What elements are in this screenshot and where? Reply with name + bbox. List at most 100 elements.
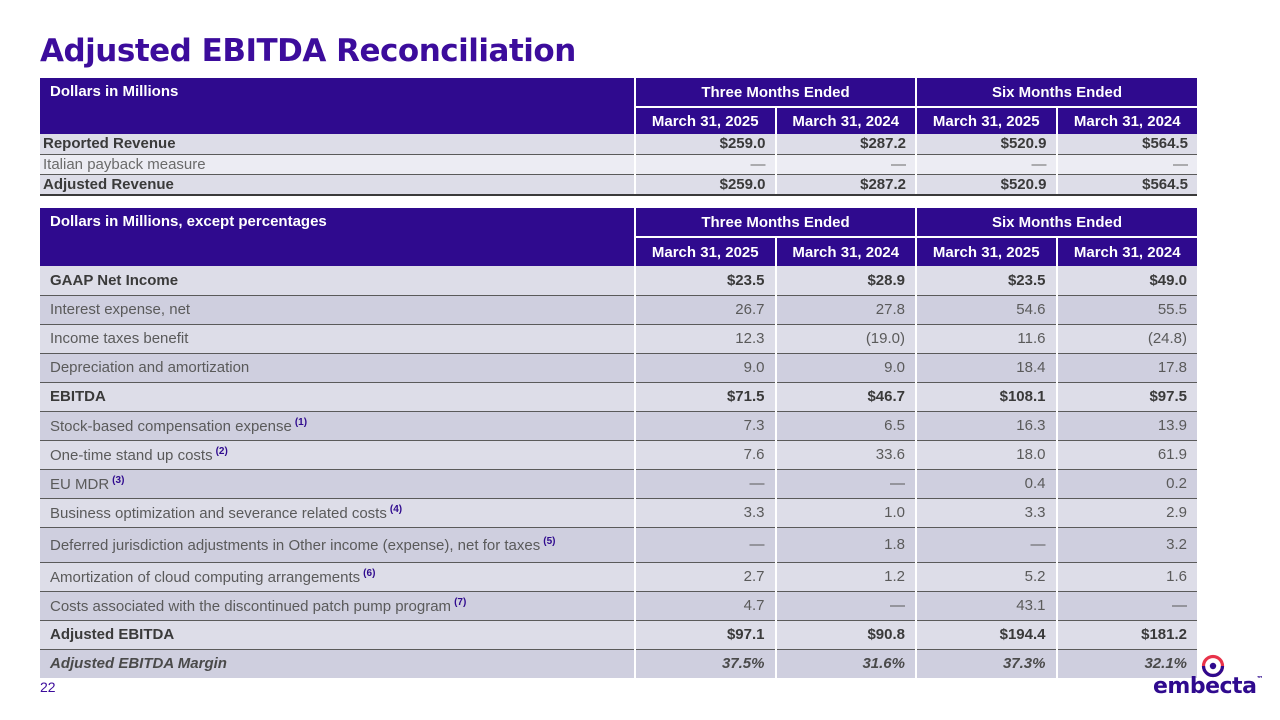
cell-value: 2.7: [634, 562, 776, 592]
header-date: March 31, 2025: [915, 236, 1057, 266]
cell-value: $259.0: [634, 174, 776, 196]
table-row: Depreciation and amortization 9.0 9.0 18.4 1…: [40, 353, 1198, 383]
cell-value: 11.6: [915, 324, 1057, 354]
table-row: Interest expense, net 26.7 27.8 54.6 55.5: [40, 295, 1198, 325]
header-six-months: Six Months Ended: [914, 78, 1198, 107]
cell-value: —: [634, 154, 776, 175]
cell-value: (24.8): [1055, 324, 1198, 354]
cell-value: 7.3: [634, 411, 776, 441]
table-row: Adjusted EBITDA $97.1 $90.8 $194.4 $181.2: [40, 620, 1198, 650]
cell-value: 37.5%: [634, 649, 776, 678]
row-label: Adjusted EBITDA Margin: [50, 655, 227, 673]
cell-value: $564.5: [1055, 134, 1198, 155]
header-three-months: Three Months Ended: [634, 78, 916, 107]
cell-value: $287.2: [774, 134, 916, 155]
table-row: Reported Revenue $259.0 $287.2 $520.9 $5…: [40, 134, 1198, 155]
table-row: Deferred jurisdiction adjustments in Oth…: [40, 527, 1198, 563]
ebitda-table: Dollars in Millions, except percentages …: [40, 208, 1198, 678]
cell-value: —: [774, 591, 916, 621]
cell-value: $97.1: [634, 620, 776, 650]
cell-value: $46.7: [774, 382, 916, 412]
cell-value: 0.4: [915, 469, 1057, 499]
cell-value: $23.5: [634, 266, 776, 296]
row-label: Stock-based compensation expense: [50, 417, 292, 435]
table-row: Income taxes benefit 12.3 (19.0) 11.6 (24.8): [40, 324, 1198, 354]
cell-value: 18.4: [915, 353, 1057, 383]
cell-value: $181.2: [1055, 620, 1198, 650]
row-label-cell: One-time stand up costs (2): [40, 440, 635, 470]
cell-value: 1.6: [1055, 562, 1198, 592]
row-label-cell: Deferred jurisdiction adjustments in Oth…: [40, 527, 635, 563]
cell-value: $520.9: [915, 174, 1057, 196]
row-label: EBITDA: [50, 388, 106, 405]
cell-value: 61.9: [1055, 440, 1198, 470]
table-row: EBITDA $71.5 $46.7 $108.1 $97.5: [40, 382, 1198, 412]
cell-value: —: [774, 469, 916, 499]
row-label: GAAP Net Income: [50, 271, 179, 289]
row-label: Depreciation and amortization: [50, 359, 250, 376]
header-date: March 31, 2024: [1055, 236, 1198, 266]
cell-value: 12.3: [634, 324, 776, 354]
row-label-cell: Costs associated with the discontinued p…: [40, 591, 635, 621]
row-label-cell: Stock-based compensation expense (1): [40, 411, 635, 441]
page-number: 22: [40, 679, 56, 695]
cell-value: 54.6: [915, 295, 1057, 325]
footnote-marker: (7): [454, 596, 467, 608]
row-label-cell: Interest expense, net: [40, 295, 635, 325]
footnote-marker: (6): [363, 567, 376, 579]
cell-value: 1.0: [774, 498, 916, 528]
row-label: EU MDR: [50, 475, 110, 493]
row-label-cell: Depreciation and amortization: [40, 353, 635, 383]
embecta-logo: embecta™: [1150, 654, 1263, 699]
cell-value: 4.7: [634, 591, 776, 621]
cell-value: $49.0: [1055, 266, 1198, 296]
row-label-cell: Adjusted EBITDA: [40, 620, 635, 650]
cell-value: $97.5: [1055, 382, 1198, 412]
cell-value: 18.0: [915, 440, 1057, 470]
cell-value: —: [1055, 154, 1198, 175]
cell-value: 5.2: [915, 562, 1057, 592]
cell-value: 26.7: [634, 295, 776, 325]
cell-value: $23.5: [915, 266, 1057, 296]
revenue-table: Dollars in Millions Three Months Ended S…: [40, 78, 1198, 196]
table-row: Adjusted EBITDA Margin 37.5% 31.6% 37.3% 32.…: [40, 649, 1198, 678]
footnote-marker: (4): [389, 503, 403, 515]
cell-value: $90.8: [774, 620, 916, 650]
embecta-logo-icon: [1201, 654, 1225, 678]
footnote-marker: (2): [215, 445, 228, 457]
table-row: One-time stand up costs (2) 7.6 33.6 18.0 61.…: [40, 440, 1198, 470]
footnote-marker: (1): [294, 416, 308, 428]
header-date: March 31, 2025: [634, 236, 776, 266]
row-label: Reported Revenue: [40, 134, 635, 155]
row-label: Italian payback measure: [40, 154, 635, 175]
cell-value: 0.2: [1055, 469, 1198, 499]
row-label-cell: Income taxes benefit: [40, 324, 635, 354]
table-row: EU MDR (3) — —0.4 0.2: [40, 469, 1198, 499]
header-six-months: Six Months Ended: [914, 208, 1198, 237]
table-row: Costs associated with the discontinued p…: [40, 591, 1198, 621]
table-header-label: Dollars in Millions: [40, 78, 635, 134]
cell-value: 9.0: [774, 353, 916, 383]
row-label: Amortization of cloud computing arrangem…: [50, 568, 361, 586]
cell-value: 33.6: [774, 440, 916, 470]
cell-value: —: [1055, 591, 1198, 621]
cell-value: —: [634, 469, 776, 499]
cell-value: 43.1: [915, 591, 1057, 621]
row-label-cell: Business optimization and severance rela…: [40, 498, 635, 528]
cell-value: 31.6%: [774, 649, 916, 678]
cell-value: 32.1%: [1055, 649, 1198, 678]
row-label-cell: EU MDR (3): [40, 469, 635, 499]
table-row: Stock-based compensation expense (1) 7.3 6.…: [40, 411, 1198, 441]
table-row: Amortization of cloud computing arrangem…: [40, 562, 1198, 592]
table-header-label: Dollars in Millions, except percentages: [40, 208, 635, 266]
table-row: Adjusted Revenue $259.0 $287.2 $520.9 $5…: [40, 174, 1198, 196]
cell-value: $564.5: [1055, 174, 1198, 196]
header-date: March 31, 2024: [1055, 106, 1198, 134]
cell-value: 6.5: [774, 411, 916, 441]
row-label: Adjusted Revenue: [40, 174, 635, 196]
cell-value: (19.0): [774, 324, 916, 354]
cell-value: 27.8: [774, 295, 916, 325]
cell-value: $194.4: [915, 620, 1057, 650]
cell-value: $108.1: [915, 382, 1057, 412]
cell-value: $71.5: [634, 382, 776, 412]
